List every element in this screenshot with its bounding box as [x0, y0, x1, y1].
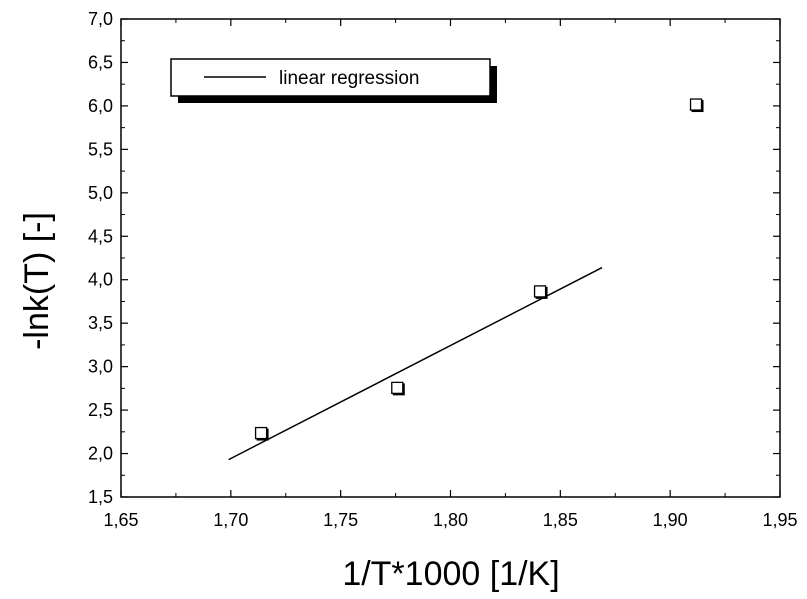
data-point [533, 285, 548, 299]
x-axis-title: 1/T*1000 [1/K] [342, 555, 559, 593]
y-tick-label: 7,0 [88, 9, 113, 29]
legend-label: linear regression [279, 68, 419, 89]
data-point-marker [689, 98, 703, 111]
data-point [391, 381, 405, 396]
y-tick-label: 6,0 [88, 96, 113, 116]
data-point-marker [254, 426, 268, 440]
y-tick-label: 2,5 [88, 400, 113, 420]
data-point [689, 98, 704, 113]
x-tick-label: 1,75 [323, 510, 358, 530]
data-point-marker [391, 381, 404, 395]
x-tick-label: 1,90 [653, 510, 688, 530]
data-point-marker [533, 285, 547, 298]
x-tick-label: 1,95 [762, 510, 797, 530]
y-axis-title: -lnk(T) [-] [18, 212, 56, 350]
y-tick-label: 3,5 [88, 313, 113, 333]
y-tick-label: 4,5 [88, 226, 113, 246]
x-tick-label: 1,65 [103, 510, 138, 530]
y-tick-label: 5,0 [88, 183, 113, 203]
x-tick-label: 1,70 [213, 510, 248, 530]
x-tick-label: 1,85 [543, 510, 578, 530]
legend: linear regression [170, 58, 497, 103]
y-tick-label: 1,5 [88, 487, 113, 507]
plot-frame [120, 18, 781, 498]
regression-line [228, 266, 603, 461]
y-tick-label: 6,5 [88, 52, 113, 72]
x-tick-label: 1,80 [433, 510, 468, 530]
y-tick-label: 5,5 [88, 139, 113, 159]
data-point [254, 426, 269, 441]
y-tick-label: 4,0 [88, 270, 113, 290]
y-tick-label: 3,0 [88, 357, 113, 377]
series-layer [228, 98, 704, 461]
y-tick-label: 2,0 [88, 444, 113, 464]
tick-labels: 1,65 1,70 1,75 1,80 1,85 1,90 1,95 1,5 2,0 2,5 3,0… [88, 9, 798, 530]
